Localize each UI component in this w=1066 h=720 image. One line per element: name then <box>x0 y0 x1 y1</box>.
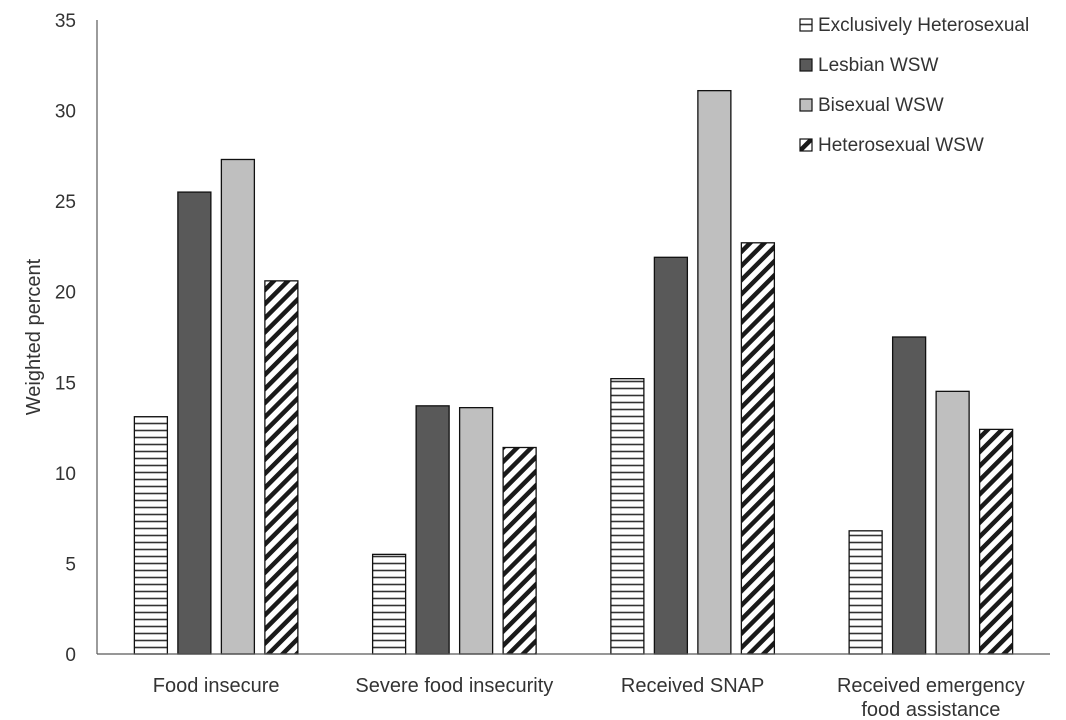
legend: Exclusively Heterosexual Lesbian WSW Bisex… <box>799 15 1029 156</box>
y-tick-label: 25 <box>55 192 76 213</box>
legend-swatch <box>799 18 813 32</box>
legend-swatch <box>799 138 813 152</box>
y-tick-label: 10 <box>55 464 76 485</box>
bar-heterosexual-wsw <box>264 280 299 655</box>
x-category-label: Severe food insecurity <box>355 675 553 697</box>
bar-lesbian-wsw <box>653 256 689 655</box>
y-axis: 0 5 10 15 20 25 30 35 <box>55 11 98 666</box>
bar-heterosexual-wsw <box>740 242 776 655</box>
x-category-label: Received SNAP <box>621 675 764 697</box>
bar-lesbian-wsw <box>415 405 450 655</box>
bar-exclusively-heterosexual <box>133 416 169 655</box>
x-axis: Food insecure Severe food insecurity Recei… <box>97 653 1050 720</box>
bar-exclusively-heterosexual <box>848 530 883 655</box>
y-axis-label: Weighted percent <box>23 258 45 415</box>
y-tick-label: 0 <box>65 645 76 666</box>
x-category-label: Food insecure <box>153 675 280 697</box>
y-tick-label: 5 <box>65 554 76 575</box>
bar-bisexual-wsw <box>220 158 256 655</box>
legend-label: Heterosexual WSW <box>818 135 984 156</box>
x-category-label: food assistance <box>861 699 1000 720</box>
bar-bisexual-wsw <box>458 406 494 655</box>
legend-label: Lesbian WSW <box>818 55 938 76</box>
bar-exclusively-heterosexual <box>610 378 645 655</box>
y-tick-label: 35 <box>55 11 76 32</box>
y-tick-label: 30 <box>55 102 76 123</box>
y-tick-label: 20 <box>55 283 76 304</box>
legend-swatch <box>799 98 813 112</box>
bar-exclusively-heterosexual <box>371 553 407 655</box>
legend-label: Exclusively Heterosexual <box>818 15 1029 36</box>
legend-swatch <box>799 58 813 72</box>
legend-label: Bisexual WSW <box>818 95 944 116</box>
bar-bisexual-wsw <box>697 89 732 655</box>
bar-bisexual-wsw <box>935 390 970 655</box>
bar-lesbian-wsw <box>177 191 212 655</box>
bars <box>133 89 1014 655</box>
x-category-label: Received emergency <box>837 675 1025 697</box>
bar-heterosexual-wsw <box>502 446 537 655</box>
bar-lesbian-wsw <box>891 336 927 655</box>
y-tick-label: 15 <box>55 373 76 394</box>
bar-heterosexual-wsw <box>978 428 1014 655</box>
